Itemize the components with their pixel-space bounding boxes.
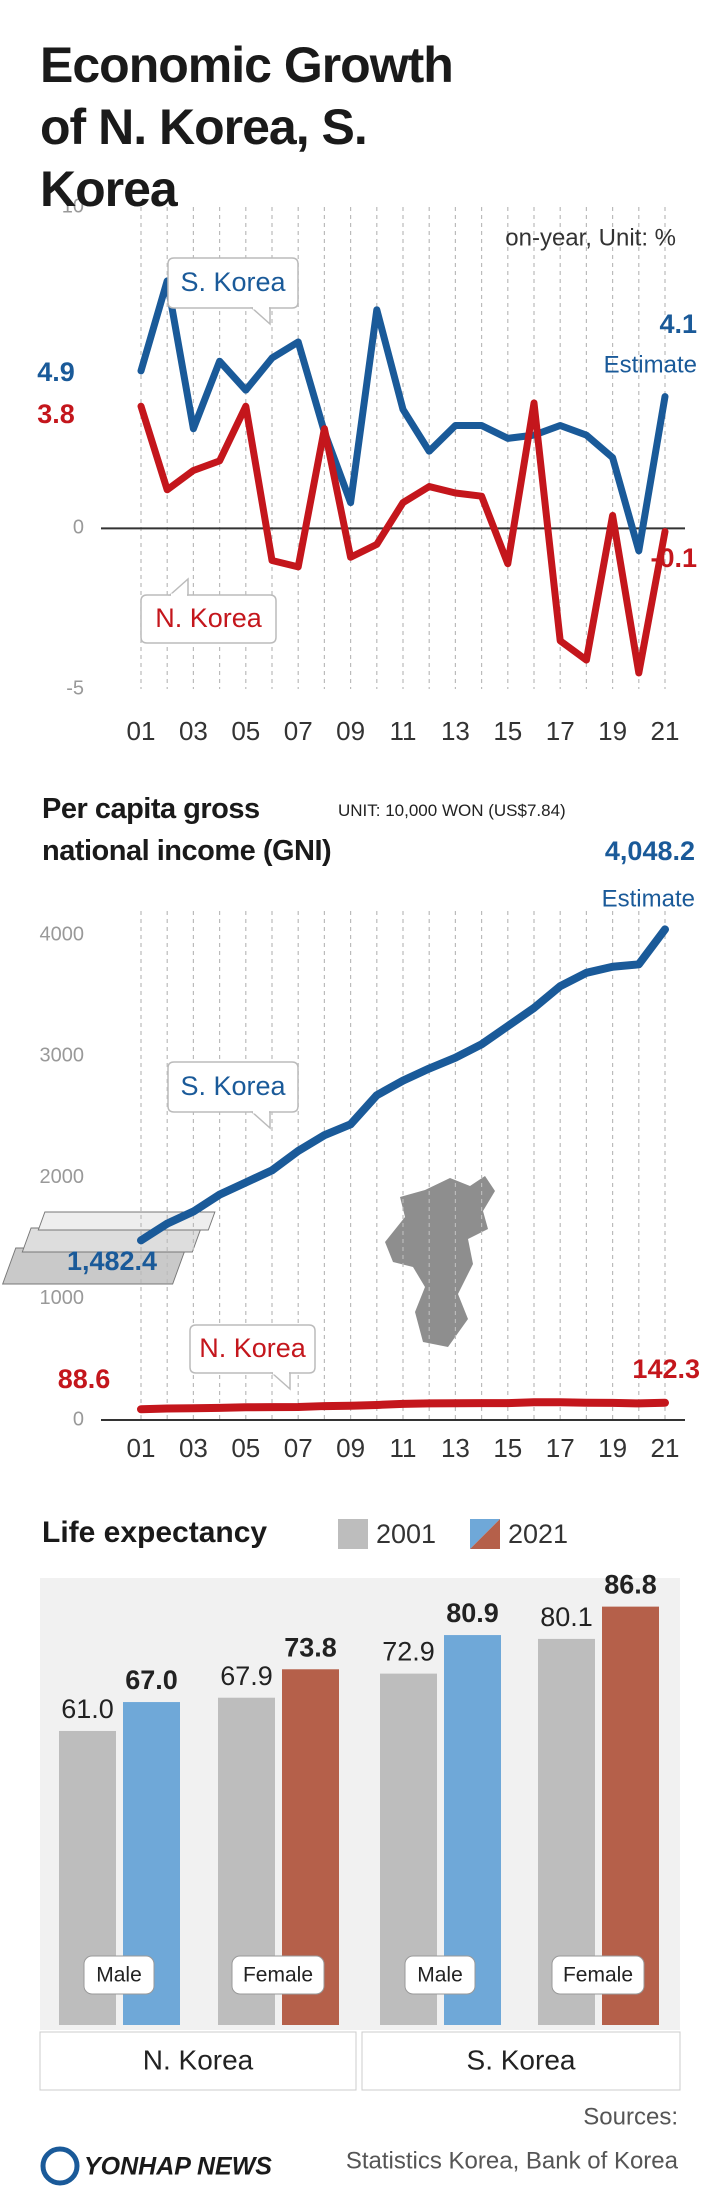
category-label: Male — [96, 1964, 142, 1987]
callout-box — [167, 1061, 299, 1113]
legend-label: 2021 — [508, 1519, 568, 1549]
chart-subtitle: UNIT: 10,000 WON (US$7.84) — [338, 801, 566, 820]
x-tick-label: 09 — [336, 716, 365, 746]
line — [137, 399, 669, 677]
y-tick-label: 1000 — [40, 1287, 85, 1309]
x-tick-label: 13 — [441, 716, 470, 746]
x-tick-label: 07 — [284, 1433, 313, 1463]
annotation: Estimate — [602, 885, 695, 912]
line — [137, 277, 669, 555]
chart-title: Per capita gross national income (GNI) — [42, 793, 332, 867]
sources-label: Sources: — [583, 2103, 678, 2130]
y-tick-label: 0 — [73, 1408, 84, 1430]
x-tick-label: 01 — [127, 1433, 156, 1463]
legend-swatch — [338, 1519, 368, 1549]
data-label: 67.9 — [220, 1661, 273, 1691]
group-box — [361, 2031, 681, 2091]
legend-swatch — [470, 1519, 500, 1549]
group-label: S. Korea — [467, 2044, 576, 2075]
x-tick-label: 03 — [179, 1433, 208, 1463]
x-tick-label: 21 — [651, 716, 680, 746]
x-tick-label: 19 — [598, 716, 627, 746]
line — [137, 1398, 669, 1414]
x-tick-label: 09 — [336, 1433, 365, 1463]
category-box — [551, 1955, 645, 1995]
y-tick-label: 0 — [73, 517, 84, 539]
category-box — [231, 1955, 325, 1995]
x-tick-label: 01 — [127, 716, 156, 746]
callout-tail — [250, 307, 271, 326]
callout-tail — [168, 577, 189, 596]
callout-tail — [250, 1111, 271, 1130]
data-label: 67.0 — [125, 1665, 178, 1695]
x-tick-label: 19 — [598, 1433, 627, 1463]
x-tick-label: 11 — [390, 716, 417, 746]
callout-box — [167, 257, 299, 309]
data-label: -0.1 — [650, 543, 697, 573]
category-box — [404, 1955, 476, 1995]
legend-label: N. Korea — [155, 603, 263, 633]
data-label: 86.8 — [604, 1570, 657, 1600]
callout-box — [140, 594, 277, 644]
annotation: Estimate — [604, 351, 697, 378]
sources: Statistics Korea, Bank of Korea — [346, 2147, 679, 2174]
category-label: Female — [563, 1964, 633, 1987]
category-label: Male — [417, 1964, 463, 1987]
group-label: N. Korea — [143, 2044, 254, 2075]
x-tick-label: 15 — [493, 716, 522, 746]
y-tick-label: 2000 — [40, 1166, 85, 1188]
x-tick-label: 03 — [179, 716, 208, 746]
data-label: 142.3 — [632, 1354, 700, 1384]
x-tick-label: 11 — [390, 1433, 417, 1463]
legend-label: 2001 — [376, 1519, 436, 1549]
x-tick-label: 17 — [546, 716, 575, 746]
x-tick-label: 07 — [284, 716, 313, 746]
legend-label: S. Korea — [180, 267, 286, 297]
data-label: 1,482.4 — [67, 1246, 157, 1276]
logo-icon — [40, 2146, 80, 2186]
x-tick-label: 13 — [441, 1433, 470, 1463]
legend-label: N. Korea — [199, 1333, 307, 1363]
y-tick-label: 3000 — [40, 1045, 85, 1067]
x-tick-label: 05 — [231, 716, 260, 746]
x-tick-label: 17 — [546, 1433, 575, 1463]
data-label: 88.6 — [58, 1364, 111, 1394]
data-label: 3.8 — [37, 399, 75, 429]
callout-box — [189, 1324, 316, 1374]
map-illustration — [385, 1176, 495, 1347]
page-title: Economic Growth of N. Korea, S. Korea — [40, 37, 454, 217]
chart-title: Life expectancy — [42, 1516, 267, 1549]
y-tick-label: -5 — [66, 677, 84, 699]
y-tick-label: 4000 — [40, 924, 85, 946]
data-label: 80.1 — [540, 1602, 593, 1632]
logo: YONHAP NEWS — [84, 2153, 272, 2181]
x-tick-label: 05 — [231, 1433, 260, 1463]
data-label: 73.8 — [284, 1632, 337, 1662]
data-label: 80.9 — [446, 1598, 499, 1628]
data-label: 4,048.2 — [605, 836, 695, 866]
x-tick-label: 15 — [493, 1433, 522, 1463]
category-box — [83, 1955, 155, 1995]
data-label: 4.1 — [659, 309, 697, 339]
category-label: Female — [243, 1964, 313, 1987]
data-label: 72.9 — [382, 1637, 435, 1667]
callout-tail — [270, 1372, 291, 1391]
y-tick-label: 10 — [62, 195, 84, 217]
data-label: 61.0 — [61, 1694, 114, 1724]
money-illustration — [1, 1211, 216, 1285]
data-label: 4.9 — [37, 357, 75, 387]
group-box — [39, 2031, 357, 2091]
bar — [602, 1606, 659, 2025]
annotation: on-year, Unit: % — [505, 224, 676, 251]
x-tick-label: 21 — [651, 1433, 680, 1463]
legend-label: S. Korea — [180, 1071, 286, 1101]
line — [137, 925, 669, 1245]
